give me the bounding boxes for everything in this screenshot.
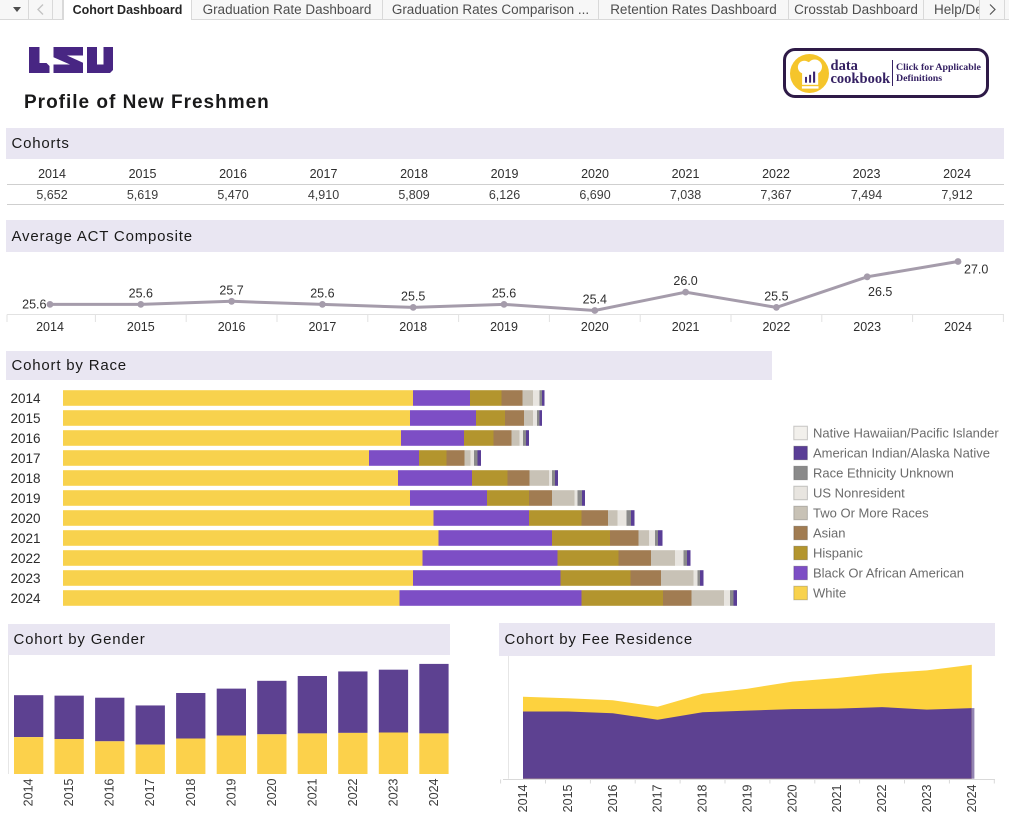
svg-text:25.4: 25.4	[583, 293, 607, 307]
svg-text:2024: 2024	[10, 591, 41, 606]
svg-text:2021: 2021	[672, 320, 700, 334]
svg-text:2017: 2017	[651, 784, 665, 812]
svg-text:2020: 2020	[265, 778, 279, 806]
svg-text:2021: 2021	[10, 531, 40, 546]
svg-text:5,652: 5,652	[36, 188, 67, 202]
svg-text:2019: 2019	[490, 320, 518, 334]
svg-text:2022: 2022	[346, 778, 360, 806]
svg-text:2022: 2022	[762, 320, 790, 334]
svg-text:2020: 2020	[785, 784, 799, 812]
svg-text:25.6: 25.6	[310, 286, 334, 300]
svg-text:2021: 2021	[830, 784, 844, 812]
svg-text:5,809: 5,809	[398, 188, 429, 202]
svg-text:2023: 2023	[853, 320, 881, 334]
svg-text:US Nonresident: US Nonresident	[813, 486, 905, 501]
svg-text:2019: 2019	[224, 778, 238, 806]
svg-text:6,126: 6,126	[489, 188, 520, 202]
svg-text:2017: 2017	[308, 320, 336, 334]
svg-text:2022: 2022	[875, 784, 889, 812]
svg-text:2024: 2024	[427, 778, 441, 806]
svg-text:2021: 2021	[672, 167, 700, 181]
svg-text:2022: 2022	[762, 167, 790, 181]
svg-text:2020: 2020	[10, 511, 40, 526]
svg-text:2015: 2015	[10, 411, 40, 426]
svg-text:26.0: 26.0	[673, 274, 697, 288]
svg-text:2024: 2024	[943, 167, 971, 181]
svg-text:Black Or African American: Black Or African American	[813, 566, 964, 581]
svg-text:2014: 2014	[10, 391, 41, 406]
svg-text:4,910: 4,910	[308, 188, 339, 202]
svg-text:2023: 2023	[386, 778, 400, 806]
svg-text:2018: 2018	[400, 167, 428, 181]
svg-text:2018: 2018	[399, 320, 427, 334]
svg-text:2019: 2019	[10, 491, 40, 506]
svg-text:6,690: 6,690	[579, 188, 610, 202]
svg-text:2014: 2014	[516, 784, 530, 812]
svg-text:2018: 2018	[10, 471, 40, 486]
svg-text:7,367: 7,367	[760, 188, 791, 202]
svg-text:2017: 2017	[143, 778, 157, 806]
svg-text:2016: 2016	[10, 431, 40, 446]
svg-text:2017: 2017	[310, 167, 338, 181]
svg-text:7,912: 7,912	[941, 188, 972, 202]
svg-text:2014: 2014	[38, 167, 66, 181]
svg-text:Race Ethnicity Unknown: Race Ethnicity Unknown	[813, 466, 954, 481]
svg-text:2014: 2014	[36, 320, 64, 334]
svg-text:7,494: 7,494	[851, 188, 882, 202]
svg-text:25.5: 25.5	[401, 289, 425, 303]
svg-text:2023: 2023	[10, 571, 40, 586]
svg-text:2020: 2020	[581, 167, 609, 181]
svg-text:Native Hawaiian/Pacific Island: Native Hawaiian/Pacific Islander	[813, 426, 999, 441]
svg-text:American Indian/Alaska Native: American Indian/Alaska Native	[813, 446, 990, 461]
svg-text:2023: 2023	[920, 784, 934, 812]
svg-text:2019: 2019	[491, 167, 519, 181]
svg-text:5,470: 5,470	[217, 188, 248, 202]
svg-text:25.6: 25.6	[22, 297, 46, 311]
svg-text:25.6: 25.6	[492, 286, 516, 300]
svg-text:2015: 2015	[127, 320, 155, 334]
svg-text:2021: 2021	[305, 778, 319, 806]
svg-text:Two Or More Races: Two Or More Races	[813, 506, 929, 521]
svg-text:2015: 2015	[561, 784, 575, 812]
svg-text:2023: 2023	[853, 167, 881, 181]
svg-text:26.5: 26.5	[868, 285, 892, 299]
svg-text:25.7: 25.7	[219, 283, 243, 297]
svg-text:2016: 2016	[606, 784, 620, 812]
svg-text:2016: 2016	[219, 167, 247, 181]
svg-text:2022: 2022	[10, 551, 40, 566]
svg-text:2018: 2018	[696, 784, 710, 812]
svg-text:7,038: 7,038	[670, 188, 701, 202]
svg-text:2024: 2024	[965, 784, 979, 812]
svg-text:2024: 2024	[944, 320, 972, 334]
svg-text:25.5: 25.5	[764, 289, 788, 303]
svg-text:Hispanic: Hispanic	[813, 546, 863, 561]
svg-text:25.6: 25.6	[129, 286, 153, 300]
svg-text:2016: 2016	[103, 778, 117, 806]
svg-text:Asian: Asian	[813, 526, 846, 541]
svg-text:2018: 2018	[184, 778, 198, 806]
svg-text:5,619: 5,619	[127, 188, 158, 202]
svg-text:2014: 2014	[22, 778, 36, 806]
svg-text:White: White	[813, 586, 846, 601]
svg-text:2017: 2017	[10, 451, 40, 466]
svg-text:2019: 2019	[740, 784, 754, 812]
svg-text:2020: 2020	[581, 320, 609, 334]
svg-text:27.0: 27.0	[964, 263, 988, 277]
svg-text:2016: 2016	[218, 320, 246, 334]
svg-text:2015: 2015	[129, 167, 157, 181]
svg-text:2015: 2015	[62, 778, 76, 806]
